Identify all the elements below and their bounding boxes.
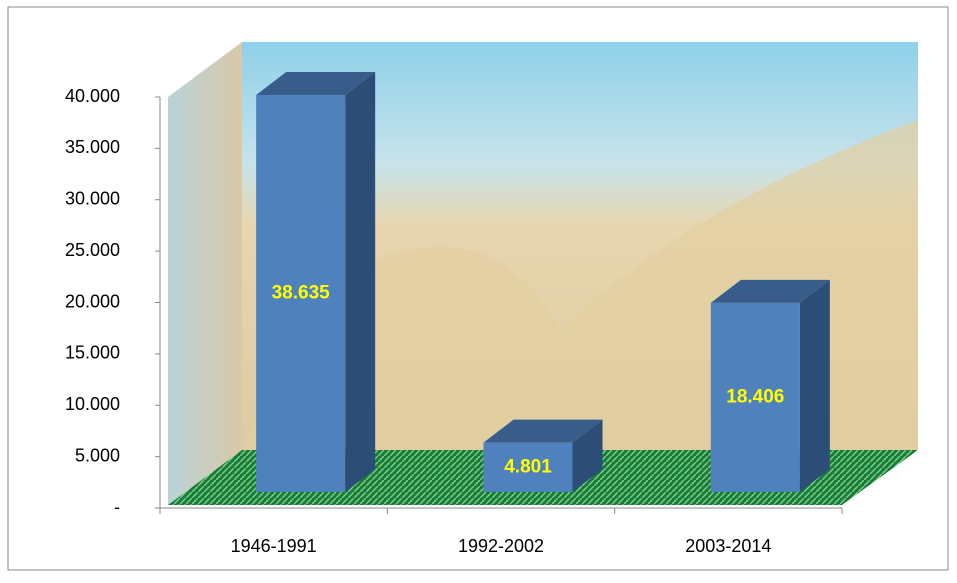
- y-tick-label: 15.000: [65, 343, 120, 363]
- y-tick-label: 30.000: [65, 189, 120, 209]
- y-tick-label: 20.000: [65, 291, 120, 311]
- side-wall: [168, 42, 242, 505]
- y-tick-label: 10.000: [65, 394, 120, 414]
- value-label: 4.801: [504, 456, 552, 477]
- y-tick-label: 40.000: [65, 86, 120, 106]
- x-tick-label: 1946-1991: [231, 536, 317, 556]
- y-tick-label: -: [114, 497, 120, 517]
- value-label: 18.406: [726, 386, 784, 407]
- bar-side: [800, 280, 830, 492]
- page: {"chart_data": {"type": "bar3d", "catego…: [0, 0, 957, 578]
- bar-side: [345, 72, 375, 492]
- y-tick-label: 25.000: [65, 240, 120, 260]
- x-tick-label: 1992-2002: [458, 536, 544, 556]
- x-tick-label: 2003-2014: [685, 536, 771, 556]
- value-label: 38.635: [272, 283, 331, 304]
- y-tick-label: 5.000: [75, 445, 120, 465]
- chart: - 5.000 10.000 15.000 20.000 25.000 30.000 35.0…: [0, 0, 957, 578]
- y-tick-label: 35.000: [65, 137, 120, 157]
